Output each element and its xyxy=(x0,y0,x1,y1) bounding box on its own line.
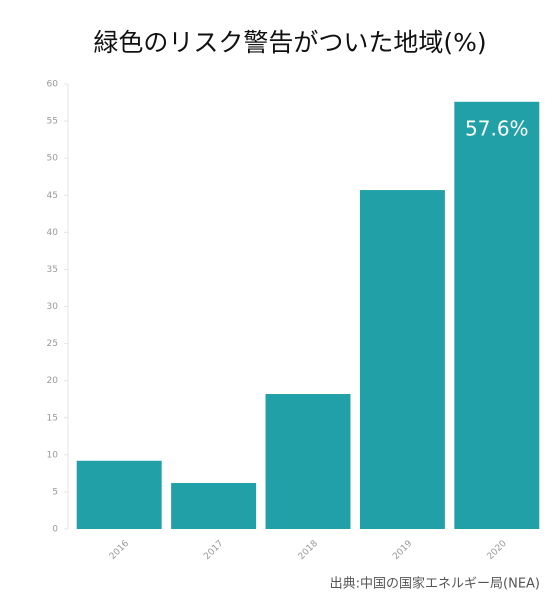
y-tick-label: 45 xyxy=(47,191,58,201)
x-tick-label: 2016 xyxy=(108,539,131,562)
y-tick-label: 60 xyxy=(47,80,59,90)
y-tick-label: 0 xyxy=(52,525,58,535)
x-tick-label: 2019 xyxy=(391,539,414,562)
y-tick-label: 15 xyxy=(47,413,58,423)
y-tick-label: 50 xyxy=(47,154,59,164)
bar xyxy=(265,394,351,529)
source-note: 出典:中国の国家エネルギー局(NEA) xyxy=(330,576,540,592)
y-tick-label: 20 xyxy=(47,376,59,386)
x-tick-label: 2018 xyxy=(297,539,320,562)
y-tick-label: 25 xyxy=(47,339,58,349)
y-tick-label: 5 xyxy=(52,487,58,497)
bar xyxy=(171,483,257,529)
y-tick-label: 35 xyxy=(47,265,58,275)
x-tick-label: 2020 xyxy=(486,539,509,562)
value-label: 57.6% xyxy=(465,116,529,140)
chart-title: 緑色のリスク警告がついた地域(%) xyxy=(93,28,486,57)
y-tick-label: 55 xyxy=(47,117,58,127)
y-tick-label: 40 xyxy=(47,228,59,238)
y-tick-label: 30 xyxy=(47,302,59,312)
y-tick-label: 10 xyxy=(47,450,59,460)
bar xyxy=(454,101,540,530)
bar xyxy=(76,460,162,529)
bar xyxy=(359,190,445,529)
x-tick-label: 2017 xyxy=(202,539,225,562)
